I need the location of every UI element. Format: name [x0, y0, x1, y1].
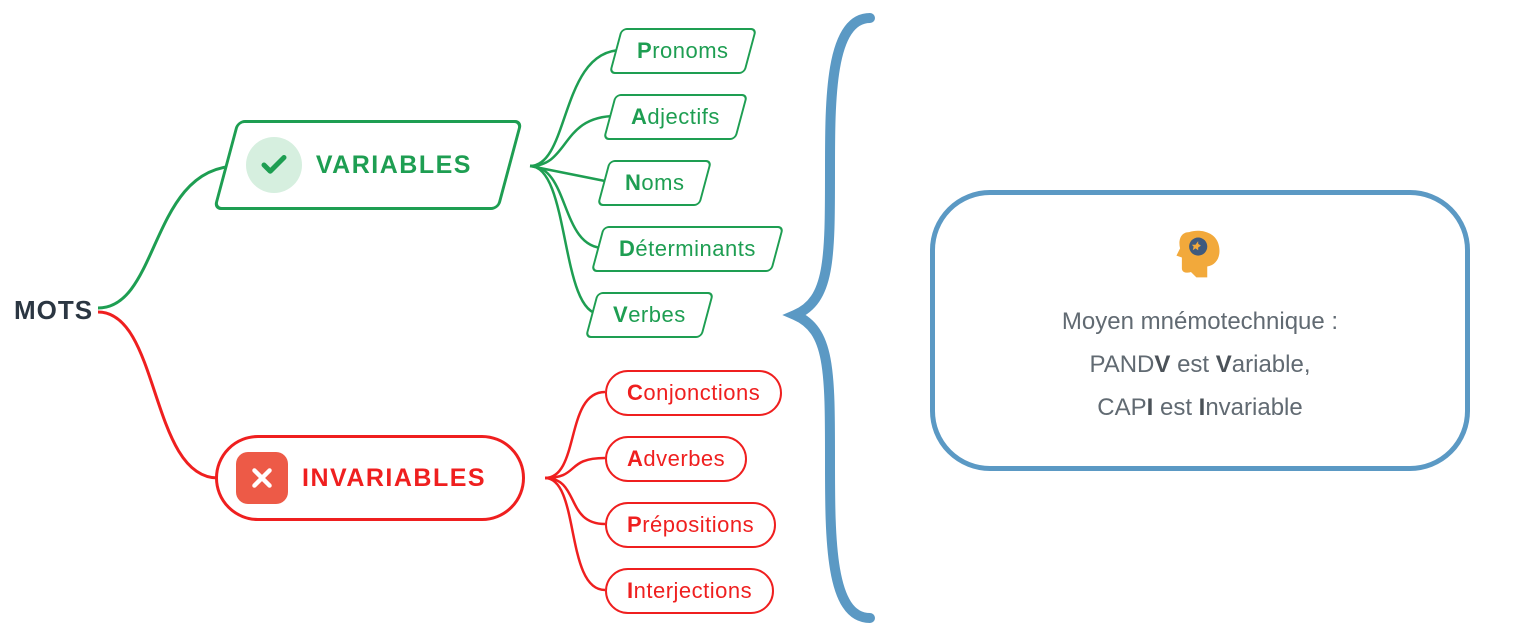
invariables-branch: INVARIABLES	[215, 435, 525, 521]
mnemo-title: Moyen mnémotechnique :	[1062, 308, 1338, 335]
check-icon	[246, 137, 302, 193]
leaf-prepositions: Prépositions	[605, 502, 776, 548]
brain-icon	[1171, 223, 1229, 286]
leaf-verbes: Verbes	[585, 292, 714, 338]
leaf-determinants: Déterminants	[591, 226, 784, 272]
leaf-adverbes: Adverbes	[605, 436, 747, 482]
leaf-pronoms: Pronoms	[609, 28, 757, 74]
leaf-noms: Noms	[597, 160, 713, 206]
invariables-label: INVARIABLES	[302, 464, 486, 493]
variables-label: VARIABLES	[316, 151, 472, 180]
mnemonic-box: Moyen mnémotechnique : PANDV est Variabl…	[930, 190, 1470, 471]
leaf-adjectifs: Adjectifs	[603, 94, 748, 140]
root-label: MOTS	[14, 295, 93, 326]
leaf-interjections: Interjections	[605, 568, 774, 614]
root-text: MOTS	[14, 295, 93, 325]
cross-icon	[236, 452, 288, 504]
variables-branch: VARIABLES	[213, 120, 523, 210]
leaf-conjonctions: Conjonctions	[605, 370, 782, 416]
